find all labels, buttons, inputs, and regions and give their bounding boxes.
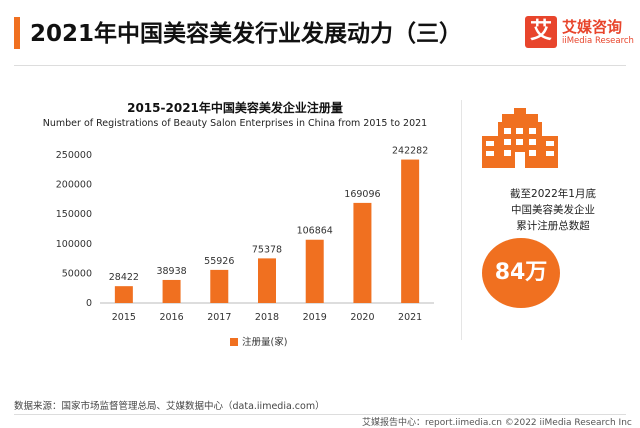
x-tick-label: 2019 <box>303 312 327 323</box>
logo-mark-icon: 艾 <box>525 16 557 48</box>
page-title: 2021年中国美容美发行业发展动力（三） <box>30 21 463 47</box>
legend-swatch <box>230 338 238 346</box>
logo-subtitle: iiMedia Research <box>562 36 634 46</box>
y-tick-label: 0 <box>86 298 92 309</box>
bar <box>114 286 133 303</box>
title-accent-bar <box>14 17 20 49</box>
x-tick-label: 2018 <box>255 312 279 323</box>
y-tick-label: 200000 <box>56 180 92 191</box>
side-text-line1: 截至2022年1月底 <box>510 188 596 200</box>
legend-label: 注册量(家) <box>242 337 288 348</box>
x-tick-label: 2021 <box>398 312 422 323</box>
data-label: 55926 <box>204 256 234 267</box>
x-tick-label: 2016 <box>159 312 183 323</box>
bar-chart: 0 50000 100000 150000 200000 250000 28422 2015 3… <box>56 146 434 323</box>
chart-title: 2015-2021年中国美容美发企业注册量 <box>127 101 343 115</box>
side-text-line3: 累计注册总数超 <box>516 220 590 232</box>
total-badge: 84万 <box>482 238 560 308</box>
data-label: 28422 <box>109 272 139 283</box>
chart-legend: 注册量(家) <box>230 334 287 348</box>
bar <box>353 202 372 303</box>
side-divider <box>461 100 462 340</box>
x-tick-label: 2020 <box>350 312 374 323</box>
chart-subtitle: Number of Registrations of Beauty Salon … <box>42 118 428 129</box>
data-label: 169096 <box>344 189 380 200</box>
data-label: 75378 <box>252 244 282 255</box>
data-label: 38938 <box>156 266 186 277</box>
y-tick-label: 50000 <box>62 268 92 279</box>
x-tick-label: 2015 <box>112 312 136 323</box>
building-icon <box>482 108 558 168</box>
bar <box>162 279 181 303</box>
data-label: 242282 <box>392 146 428 157</box>
bar <box>258 258 276 303</box>
y-tick-label: 150000 <box>56 209 92 220</box>
footer-text: 艾媒报告中心：report.iimedia.cn ©2022 iiMedia R… <box>362 418 632 428</box>
data-label: 106864 <box>297 226 333 237</box>
footer-divider <box>14 414 626 415</box>
x-tick-label: 2017 <box>207 312 231 323</box>
header-divider <box>14 65 626 66</box>
bar <box>401 159 420 303</box>
data-source: 数据来源：国家市场监督管理总局、艾媒数据中心（data.iimedia.com） <box>14 401 325 412</box>
side-text-line2: 中国美容美发企业 <box>511 204 595 216</box>
bar <box>305 239 324 303</box>
logo-name: 艾媒咨询 <box>562 18 623 36</box>
bar <box>210 269 229 303</box>
y-tick-label: 250000 <box>56 150 92 161</box>
y-tick-label: 100000 <box>56 239 92 250</box>
iimedia-logo: 艾 艾媒咨询 iiMedia Research <box>525 16 634 50</box>
